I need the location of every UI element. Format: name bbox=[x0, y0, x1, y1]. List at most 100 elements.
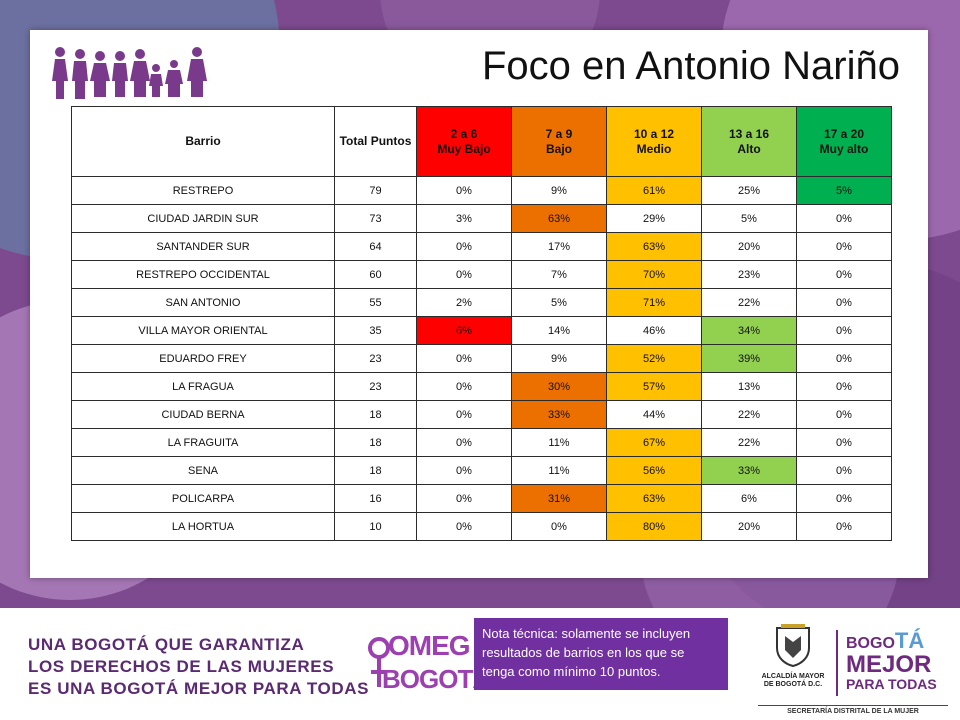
women-figures-icon bbox=[52, 47, 207, 99]
cell-percent: 0% bbox=[416, 176, 512, 205]
bogota-word: BOGOTÁ bbox=[846, 628, 925, 653]
cell-percent: 11% bbox=[511, 456, 607, 485]
cell-percent: 0% bbox=[416, 260, 512, 289]
para-todas-word: PARA TODAS bbox=[846, 676, 937, 692]
cell-percent: 0% bbox=[796, 484, 892, 513]
cell-percent: 20% bbox=[701, 512, 797, 541]
cell-percent: 22% bbox=[701, 288, 797, 317]
cell-percent: 71% bbox=[606, 288, 702, 317]
female-symbol-icon bbox=[368, 637, 390, 687]
cell-percent: 57% bbox=[606, 372, 702, 401]
table-row: RESTREPO 79 0% 9% 61% 25% 5% bbox=[71, 176, 892, 205]
cell-percent: 0% bbox=[796, 344, 892, 373]
cell-percent: 0% bbox=[796, 372, 892, 401]
cell-percent: 0% bbox=[796, 260, 892, 289]
alcaldia-line: ALCALDÍA MAYOR bbox=[761, 673, 825, 680]
table-row: CIUDAD BERNA 18 0% 33% 44% 22% 0% bbox=[71, 400, 892, 429]
cell-percent: 0% bbox=[796, 204, 892, 233]
cell-percent: 0% bbox=[416, 344, 512, 373]
table-row: RESTREPO OCCIDENTAL 60 0% 7% 70% 23% 0% bbox=[71, 260, 892, 289]
technical-note: Nota técnica: solamente se incluyen resu… bbox=[474, 618, 728, 690]
cell-percent: 0% bbox=[511, 512, 607, 541]
page-title: Foco en Antonio Nariño bbox=[481, 44, 900, 88]
cell-percent: 25% bbox=[701, 176, 797, 205]
cell-total: 23 bbox=[334, 372, 417, 401]
omeg-logo: OMEG BOGOTÁ bbox=[368, 628, 491, 700]
omeg-logo-top: OMEG bbox=[388, 630, 471, 661]
cell-barrio: RESTREPO OCCIDENTAL bbox=[71, 260, 335, 289]
cell-percent: 9% bbox=[511, 176, 607, 205]
slogan-line: ES UNA BOGOTÁ MEJOR PARA TODAS bbox=[28, 679, 370, 698]
header-level: 13 a 16 Alto bbox=[701, 106, 797, 177]
slogan-line: UNA BOGOTÁ QUE GARANTIZA bbox=[28, 635, 305, 654]
logo-divider bbox=[836, 630, 838, 696]
alcaldia-line: DE BOGOTÁ D.C. bbox=[763, 681, 823, 688]
cell-percent: 80% bbox=[606, 512, 702, 541]
table-body: RESTREPO 79 0% 9% 61% 25% 5% CIUDAD JARDIN SUR 7… bbox=[71, 176, 892, 541]
header-total: Total Puntos bbox=[334, 106, 417, 177]
cell-total: 60 bbox=[334, 260, 417, 289]
cell-percent: 17% bbox=[511, 232, 607, 261]
cell-total: 18 bbox=[334, 428, 417, 457]
cell-percent: 5% bbox=[701, 204, 797, 233]
table-row: SANTANDER SUR 64 0% 17% 63% 20% 0% bbox=[71, 232, 892, 261]
cell-percent: 22% bbox=[701, 400, 797, 429]
cell-percent: 33% bbox=[701, 456, 797, 485]
cell-percent: 56% bbox=[606, 456, 702, 485]
cell-percent: 63% bbox=[511, 204, 607, 233]
cell-percent: 46% bbox=[606, 316, 702, 345]
cell-barrio: SANTANDER SUR bbox=[71, 232, 335, 261]
cell-barrio: LA FRAGUA bbox=[71, 372, 335, 401]
cell-percent: 2% bbox=[416, 288, 512, 317]
cell-total: 73 bbox=[334, 204, 417, 233]
bogota-mejor-logo: BOGOTÁ MEJOR PARA TODAS bbox=[846, 628, 946, 692]
table-row: LA HORTUA 10 0% 0% 80% 20% 0% bbox=[71, 512, 892, 541]
cell-percent: 34% bbox=[701, 316, 797, 345]
mejor-word: MEJOR bbox=[846, 651, 932, 678]
cell-percent: 31% bbox=[511, 484, 607, 513]
cell-percent: 0% bbox=[416, 512, 512, 541]
cell-percent: 22% bbox=[701, 428, 797, 457]
cell-barrio: CIUDAD BERNA bbox=[71, 400, 335, 429]
cell-percent: 0% bbox=[416, 372, 512, 401]
cell-percent: 6% bbox=[701, 484, 797, 513]
alcaldia-logo: ALCALDÍA MAYOR DE BOGOTÁ D.C. bbox=[758, 624, 828, 704]
cell-percent: 63% bbox=[606, 484, 702, 513]
cell-percent: 0% bbox=[796, 232, 892, 261]
cell-percent: 20% bbox=[701, 232, 797, 261]
cell-percent: 5% bbox=[796, 176, 892, 205]
secretaria-label: SECRETARÍA DISTRITAL DE LA MUJER bbox=[758, 705, 948, 715]
cell-total: 16 bbox=[334, 484, 417, 513]
cell-barrio: RESTREPO bbox=[71, 176, 335, 205]
slogan: UNA BOGOTÁ QUE GARANTIZA LOS DERECHOS DE… bbox=[28, 634, 369, 700]
header-level: 17 a 20 Muy alto bbox=[796, 106, 892, 177]
cell-percent: 0% bbox=[796, 288, 892, 317]
cell-barrio: VILLA MAYOR ORIENTAL bbox=[71, 316, 335, 345]
header-level: 10 a 12 Medio bbox=[606, 106, 702, 177]
cell-percent: 63% bbox=[606, 232, 702, 261]
cell-percent: 14% bbox=[511, 316, 607, 345]
table-row: POLICARPA 16 0% 31% 63% 6% 0% bbox=[71, 484, 892, 513]
omeg-logo-bottom: BOGOTÁ bbox=[382, 664, 491, 694]
header-level: 2 a 6 Muy Bajo bbox=[416, 106, 512, 177]
cell-barrio: LA HORTUA bbox=[71, 512, 335, 541]
table-row: LA FRAGUA 23 0% 30% 57% 13% 0% bbox=[71, 372, 892, 401]
cell-total: 64 bbox=[334, 232, 417, 261]
cell-percent: 11% bbox=[511, 428, 607, 457]
cell-barrio: CIUDAD JARDIN SUR bbox=[71, 204, 335, 233]
cell-percent: 44% bbox=[606, 400, 702, 429]
cell-percent: 3% bbox=[416, 204, 512, 233]
cell-percent: 52% bbox=[606, 344, 702, 373]
cell-percent: 9% bbox=[511, 344, 607, 373]
cell-percent: 0% bbox=[796, 512, 892, 541]
cell-percent: 7% bbox=[511, 260, 607, 289]
cell-percent: 0% bbox=[416, 484, 512, 513]
cell-total: 18 bbox=[334, 400, 417, 429]
table-row: SENA 18 0% 11% 56% 33% 0% bbox=[71, 456, 892, 485]
table-row: LA FRAGUITA 18 0% 11% 67% 22% 0% bbox=[71, 428, 892, 457]
cell-percent: 0% bbox=[416, 428, 512, 457]
cell-percent: 5% bbox=[511, 288, 607, 317]
cell-barrio: SAN ANTONIO bbox=[71, 288, 335, 317]
cell-percent: 29% bbox=[606, 204, 702, 233]
